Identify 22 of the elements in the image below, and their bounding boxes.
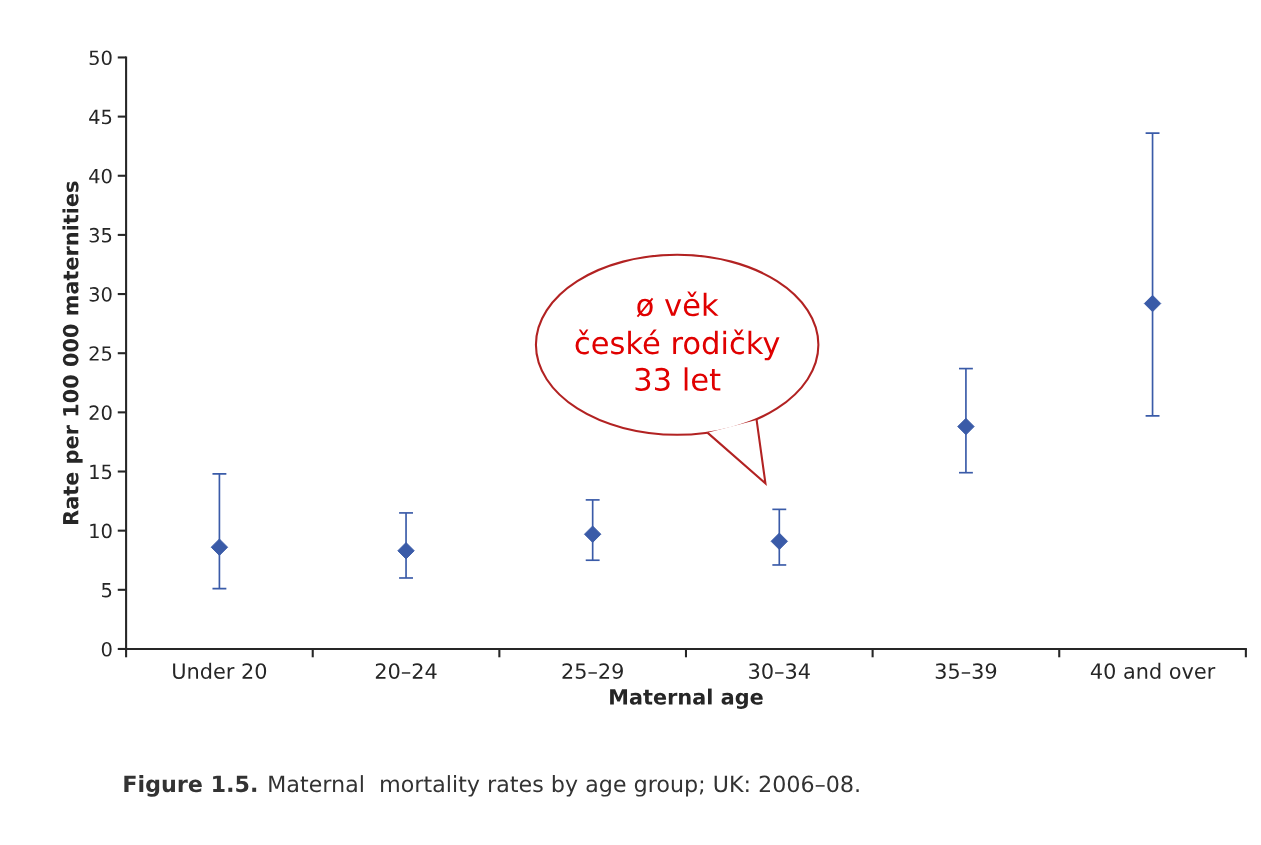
x-tick-label: 25–29 [562,663,623,679]
y-tick-label: 35 [89,227,112,243]
x-tick-label: 35–39 [935,663,997,679]
x-tick-label: 30–34 [749,663,810,679]
y-tick-label: 0 [101,641,112,657]
y-tick-label: 25 [89,346,112,361]
x-axis-title: Maternal age [610,688,763,709]
y-tick-label: 20 [89,405,112,421]
text: Maternal mortality rates by age group; UK: 2006–08. [269,775,859,797]
x-tick-label: 40 and over [1090,662,1216,679]
y-tick-label: 15 [90,464,112,480]
y-tick-label: 30 [89,287,112,302]
y-tick-label: 50 [89,50,112,66]
annotation: ø věk české rodičky 33 let [575,291,780,391]
caption: Figure 1.5. [124,775,257,797]
y-tick-label: 40 [89,168,112,184]
x-tick-label: 20–24 [375,663,437,679]
y-axis-title: Rate per 100 000 maternities [62,181,83,524]
y-tick-label: 5 [102,583,112,598]
y-tick-label: 45 [89,109,112,125]
y-tick-label: 10 [90,523,112,539]
x-tick-label: Under 20 [173,662,267,679]
